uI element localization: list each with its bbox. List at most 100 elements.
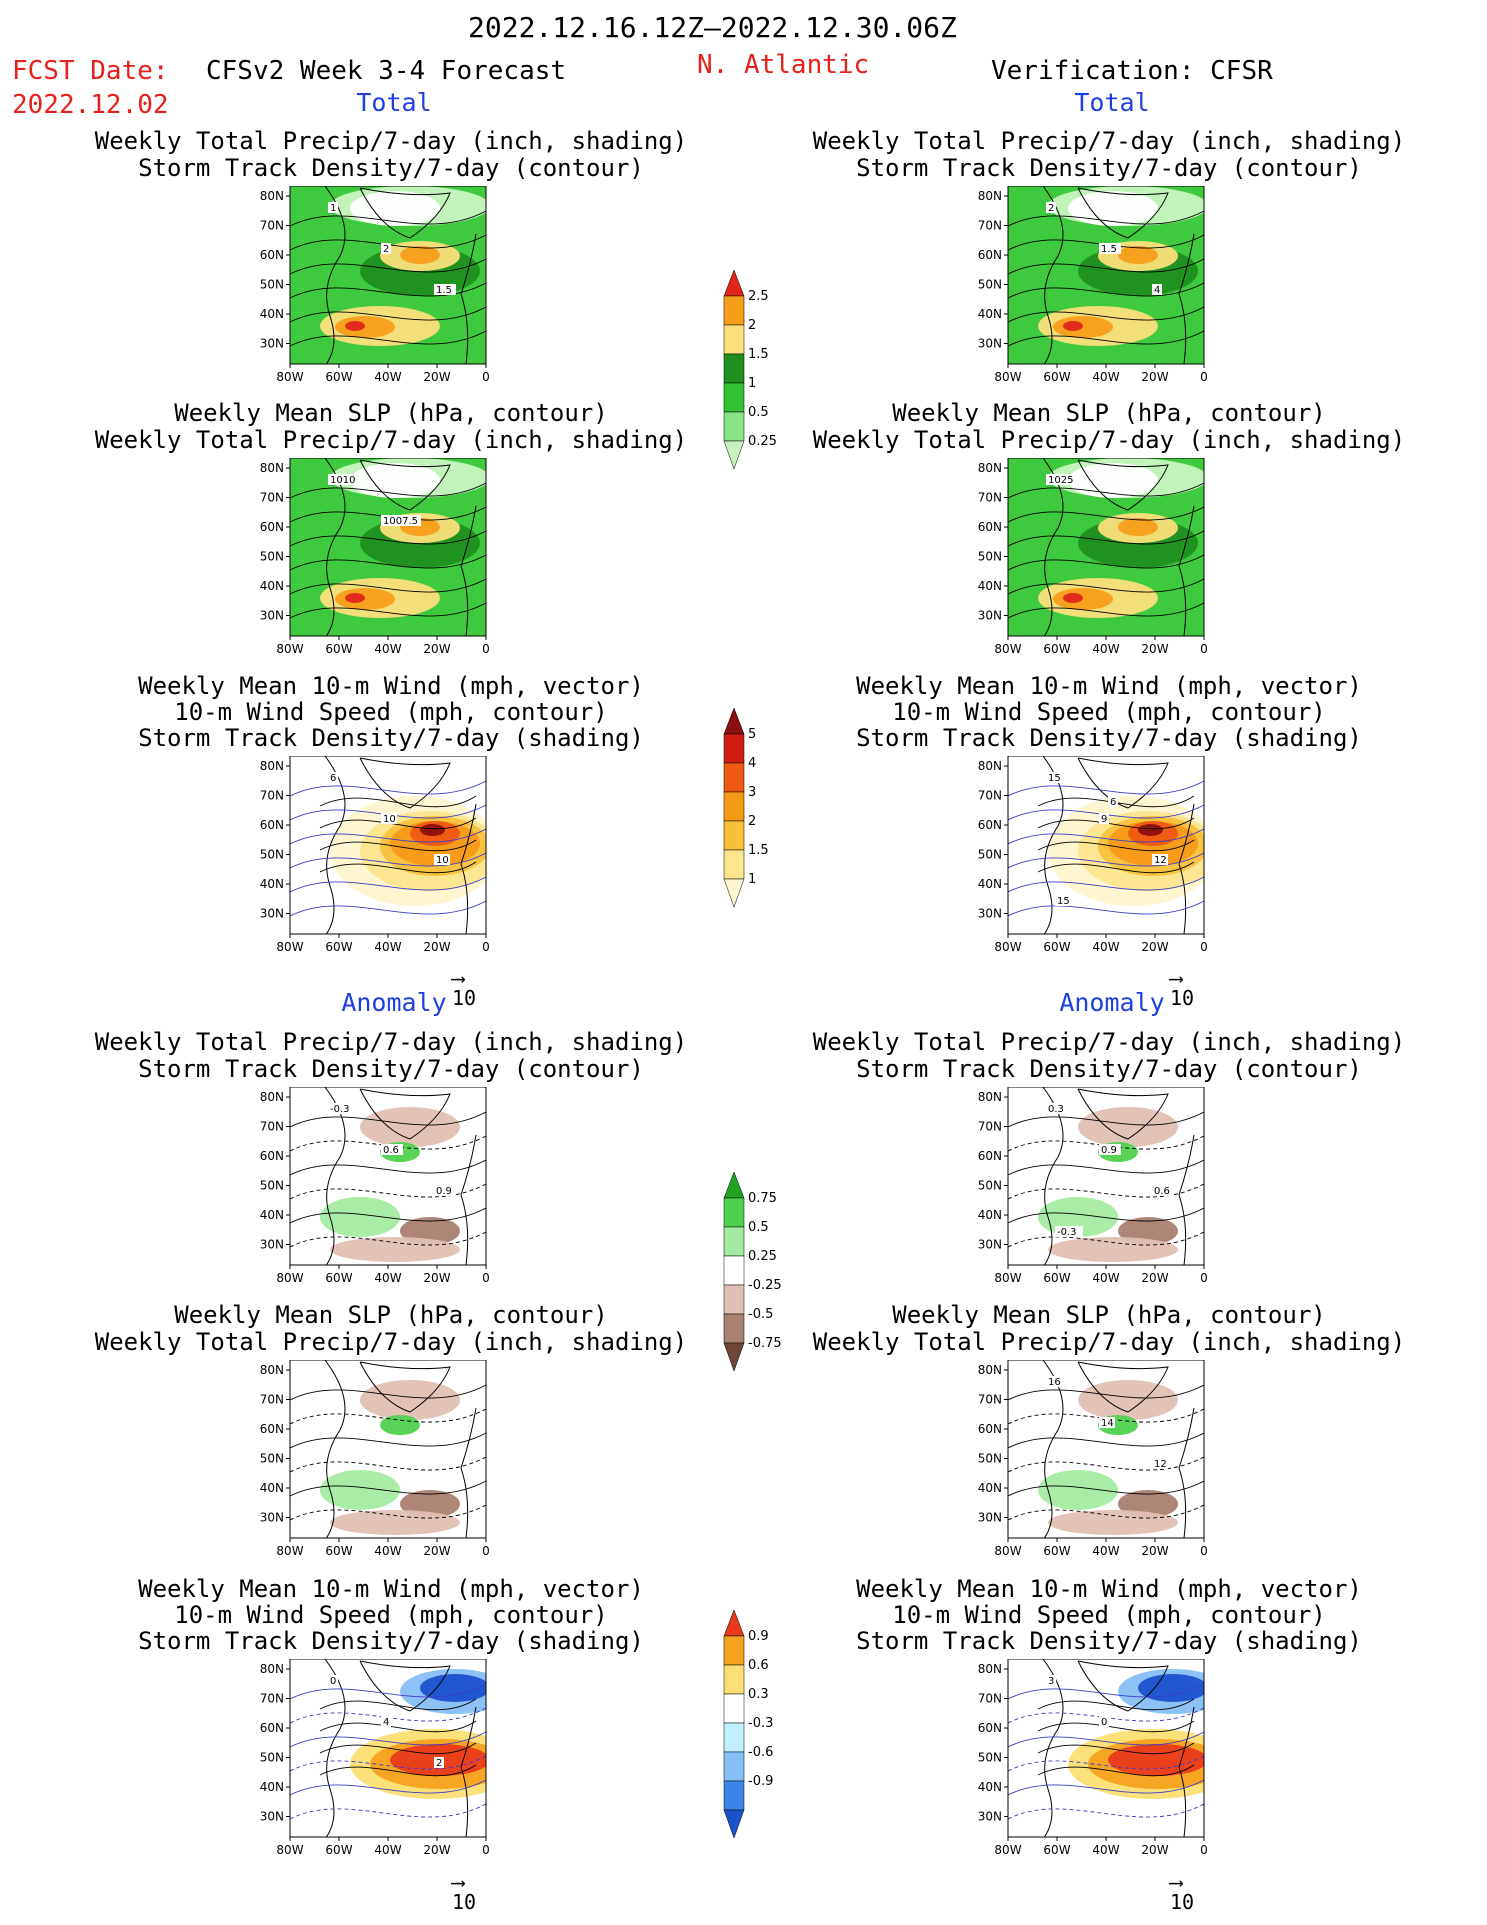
contour-label: 4 xyxy=(383,1717,389,1728)
lat-label: 80N xyxy=(978,461,1002,475)
contour-label-bg xyxy=(328,772,338,783)
colorbar-label: 0.25 xyxy=(748,1249,777,1264)
lon-label: 40W xyxy=(374,1843,401,1857)
colorbar-label: -0.6 xyxy=(748,1745,773,1760)
title-r2-left-1: Weekly Mean SLP (hPa, contour) xyxy=(174,399,608,427)
map-ver-total-precip-track: 2 1.5 4 80N 70N 60N 50N 40N 30N 80W 60W 40W 20W 0 xyxy=(972,186,1232,386)
map-plot: 30 xyxy=(1008,1659,1204,1837)
contour-line xyxy=(290,1183,486,1200)
lon-label: 80W xyxy=(994,1843,1021,1857)
contour-line xyxy=(290,1504,486,1521)
lon-label: 80W xyxy=(276,642,303,656)
contour-label-bg xyxy=(1152,1185,1174,1196)
lat-label: 70N xyxy=(978,1393,1002,1407)
map-plot: 1025 xyxy=(1008,458,1204,636)
europe-africa-coast xyxy=(1178,1407,1195,1538)
contour-line xyxy=(290,1803,486,1820)
contour-line xyxy=(1008,1384,1204,1401)
colorbar-label: -0.75 xyxy=(748,1336,782,1351)
contour-line xyxy=(1008,482,1204,499)
colorbar-total-track: 5 4 3 2 1.5 1 xyxy=(720,706,810,929)
contour-label: -0.3 xyxy=(1057,1227,1077,1238)
colorbar-cap-bottom xyxy=(723,878,745,908)
colorbar-cap-bottom xyxy=(723,1342,745,1372)
contour-label-bg xyxy=(381,243,391,254)
colorbar-cap-top xyxy=(723,269,745,297)
title-r3-right-2: 10-m Wind Speed (mph, contour) xyxy=(892,698,1326,726)
lon-label: 40W xyxy=(1092,1843,1119,1857)
map-ver-anom-slp-precip: 16 14 12 80N 70N 60N 50N 40N 30N 80W 60W 40W 20W 0 xyxy=(972,1360,1232,1560)
contour-label: 1.5 xyxy=(436,285,452,296)
lat-label: 40N xyxy=(260,1780,284,1794)
title-r2-right-2: Weekly Total Precip/7-day (inch, shading… xyxy=(812,426,1406,454)
colorbar-swatch xyxy=(723,1255,745,1286)
map-svg: 80N 70N 60N 50N 40N 30N 80W 60W 40W 20W 0 xyxy=(260,1360,490,1558)
lon-label: 80W xyxy=(276,940,303,954)
europe-africa-coast xyxy=(1178,233,1195,364)
contour-line xyxy=(290,1384,486,1401)
contour-label-bg xyxy=(1108,796,1118,807)
speed-contour xyxy=(319,795,477,808)
coastline xyxy=(1042,756,1064,934)
shading-blob xyxy=(320,1470,400,1510)
colorbar-label: 1.5 xyxy=(748,843,769,858)
lat-label: 30N xyxy=(978,907,1002,921)
shading-blob xyxy=(1048,1510,1178,1535)
contour-label-bg xyxy=(1099,1716,1109,1727)
contour-label: 2 xyxy=(436,1758,442,1769)
contour-label: 12 xyxy=(1154,855,1167,866)
contour-line xyxy=(1008,602,1204,619)
greenland-outline xyxy=(359,757,451,809)
contour-line xyxy=(290,900,486,917)
contour-label-bg xyxy=(1046,1103,1068,1114)
lat-label: 50N xyxy=(978,278,1002,292)
lon-label: 80W xyxy=(276,1544,303,1558)
contour-line xyxy=(1008,578,1204,595)
lon-label: 60W xyxy=(325,1271,352,1285)
contour-line xyxy=(1008,1504,1204,1521)
lat-label: 60N xyxy=(978,1149,1002,1163)
shading-blob xyxy=(420,824,445,836)
contour-line xyxy=(1008,780,1204,797)
contour-line xyxy=(290,852,486,869)
lat-label: 40N xyxy=(978,307,1002,321)
contour-label: 3 xyxy=(1048,1676,1054,1687)
lon-label: 80W xyxy=(276,1271,303,1285)
title-r5-right-2: Weekly Total Precip/7-day (inch, shading… xyxy=(812,1328,1406,1356)
speed-contour xyxy=(1037,1742,1195,1755)
contour-line xyxy=(290,530,486,547)
contour-label-bg xyxy=(381,515,421,526)
colorbar-cap-bottom xyxy=(723,1809,745,1839)
contour-line xyxy=(290,1159,486,1176)
colorbar-label: -0.25 xyxy=(748,1278,782,1293)
colorbar-label: -0.5 xyxy=(748,1307,773,1322)
shading-blob xyxy=(345,321,365,331)
title-r2-left-2: Weekly Total Precip/7-day (inch, shading… xyxy=(94,426,688,454)
vector-ref-arrow-icon: ⟶ xyxy=(452,966,465,990)
colorbar-anom-track: 0.9 0.6 0.3 -0.3 -0.6 -0.9 xyxy=(720,1608,810,1860)
contour-line xyxy=(1008,1231,1204,1248)
lon-label: 0 xyxy=(1200,370,1208,384)
lat-label: 40N xyxy=(978,1208,1002,1222)
lon-label: 20W xyxy=(423,642,450,656)
contour-label-bg xyxy=(381,1716,391,1727)
greenland-outline xyxy=(1077,1088,1169,1140)
colorbar-svg: 2.5 2 1.5 1 0.5 0.25 xyxy=(723,269,777,470)
lat-label: 40N xyxy=(978,579,1002,593)
contour-label: -0.3 xyxy=(330,1104,350,1115)
title-r3-left-2: 10-m Wind Speed (mph, contour) xyxy=(174,698,608,726)
contour-label-bg xyxy=(381,813,397,824)
contour-label-bg xyxy=(1099,813,1109,824)
contour-line xyxy=(1008,1183,1204,1200)
shading-blob xyxy=(1118,246,1158,264)
contour-label: 12 xyxy=(1154,1459,1167,1470)
map-plot: 6 10 10 xyxy=(290,756,486,934)
contour-label: 6 xyxy=(330,773,336,784)
lon-label: 40W xyxy=(1092,642,1119,656)
lat-label: 70N xyxy=(978,219,1002,233)
europe-africa-coast xyxy=(460,1706,477,1837)
contour-line xyxy=(290,1707,486,1724)
map-svg: 6 10 10 80N 70N 60N 50N 40N 30N 80W 60W 40W 20W 0 xyxy=(260,756,490,954)
contour-label-bg xyxy=(328,474,356,485)
contour-line xyxy=(290,554,486,571)
